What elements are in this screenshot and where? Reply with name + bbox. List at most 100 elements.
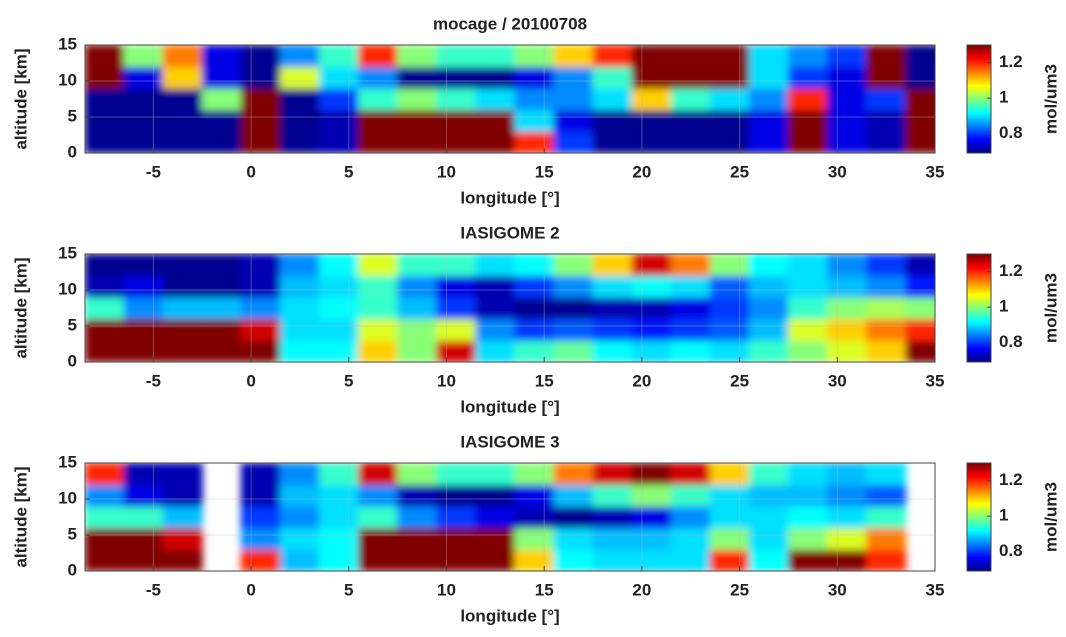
cell: [905, 275, 935, 298]
cell: [475, 296, 516, 320]
cell: [279, 66, 320, 89]
cell: [123, 130, 164, 153]
cell: [318, 463, 360, 486]
cell: [85, 527, 125, 550]
colorbar-step: [967, 114, 991, 118]
y-tick-label: 0: [68, 560, 77, 579]
colorbar-step: [967, 116, 991, 120]
x-tick-label: -5: [146, 371, 161, 390]
cell: [670, 87, 711, 111]
x-tick-label: 0: [246, 162, 255, 181]
colorbar-step: [967, 349, 991, 352]
y-axis-label: altitude [km]: [11, 48, 30, 149]
cell: [866, 339, 907, 362]
x-tick-label: 10: [437, 580, 456, 599]
cell: [631, 109, 672, 132]
cell: [436, 275, 477, 298]
colorbar-step: [967, 122, 991, 125]
cell: [787, 66, 829, 89]
cell: [85, 463, 125, 486]
colorbar-step: [967, 325, 991, 329]
y-axis-label: altitude [km]: [11, 466, 30, 567]
cell: [85, 296, 125, 320]
colorbar-step: [967, 341, 991, 345]
cell: [85, 254, 125, 277]
cell: [279, 296, 320, 320]
colorbar-step: [967, 496, 991, 500]
cell: [748, 87, 789, 111]
cell: [787, 527, 829, 550]
colorbar-tick-label: 0.8: [999, 541, 1023, 560]
cell: [748, 254, 789, 277]
colorbar-step: [967, 98, 991, 102]
colorbar-step: [967, 468, 991, 471]
cell: [905, 318, 935, 341]
cell: [279, 109, 320, 132]
colorbar-step: [967, 350, 991, 354]
cell: [514, 45, 555, 68]
cell: [162, 484, 203, 507]
colorbar-step: [967, 498, 991, 502]
colorbar-step: [967, 309, 991, 312]
cell: [240, 66, 281, 89]
cell: [358, 527, 399, 550]
cell: [905, 45, 935, 68]
cell: [631, 254, 672, 277]
cell: [631, 318, 672, 341]
cell: [709, 548, 750, 571]
colorbar-step: [967, 567, 991, 570]
colorbar-step: [967, 529, 991, 532]
colorbar-step: [967, 563, 991, 566]
cell: [670, 484, 711, 507]
cell: [201, 318, 242, 341]
colorbar-step: [967, 518, 991, 521]
cell: [123, 254, 164, 277]
cell: [866, 275, 907, 298]
colorbar-step: [967, 268, 991, 271]
cell: [514, 318, 555, 341]
cell: [201, 275, 242, 298]
cell: [709, 275, 750, 298]
cell: [85, 66, 125, 89]
colorbar-step: [967, 253, 991, 257]
plot-frame: [84, 44, 936, 154]
colorbar-step: [967, 51, 991, 55]
colorbar-step: [967, 466, 991, 469]
cell: [318, 296, 360, 320]
colorbar-step: [967, 509, 991, 512]
colorbar-step: [967, 320, 991, 323]
cell: [397, 130, 438, 153]
cell: [827, 463, 868, 486]
colorbar-step: [967, 260, 991, 264]
cell: [866, 45, 907, 68]
cell: [631, 484, 672, 507]
cell: [631, 130, 672, 153]
cell: [748, 463, 789, 486]
cell: [827, 109, 868, 132]
cell: [787, 45, 829, 68]
cell: [748, 275, 789, 298]
cell: [631, 296, 672, 320]
cell: [592, 109, 633, 132]
cell: [318, 339, 360, 362]
cell: [748, 548, 789, 571]
x-tick-label: -5: [146, 580, 161, 599]
colorbar-step: [967, 502, 991, 505]
cell: [827, 548, 868, 571]
cell: [397, 275, 438, 298]
colorbar-step: [967, 282, 991, 285]
cell: [201, 45, 242, 68]
colorbar-label: mol/um3: [1041, 482, 1060, 552]
colorbar-tick-label: 1: [999, 506, 1008, 525]
y-axis-label: altitude [km]: [11, 257, 30, 358]
colorbar-step: [967, 527, 991, 530]
cell: [85, 109, 125, 132]
colorbar-step: [967, 534, 991, 538]
cell: [475, 339, 516, 362]
y-tick-label: 15: [58, 34, 77, 53]
cell: [670, 527, 711, 550]
colorbar-step: [967, 358, 991, 361]
cell: [279, 527, 320, 550]
cell: [279, 45, 320, 68]
cell: [553, 109, 594, 132]
